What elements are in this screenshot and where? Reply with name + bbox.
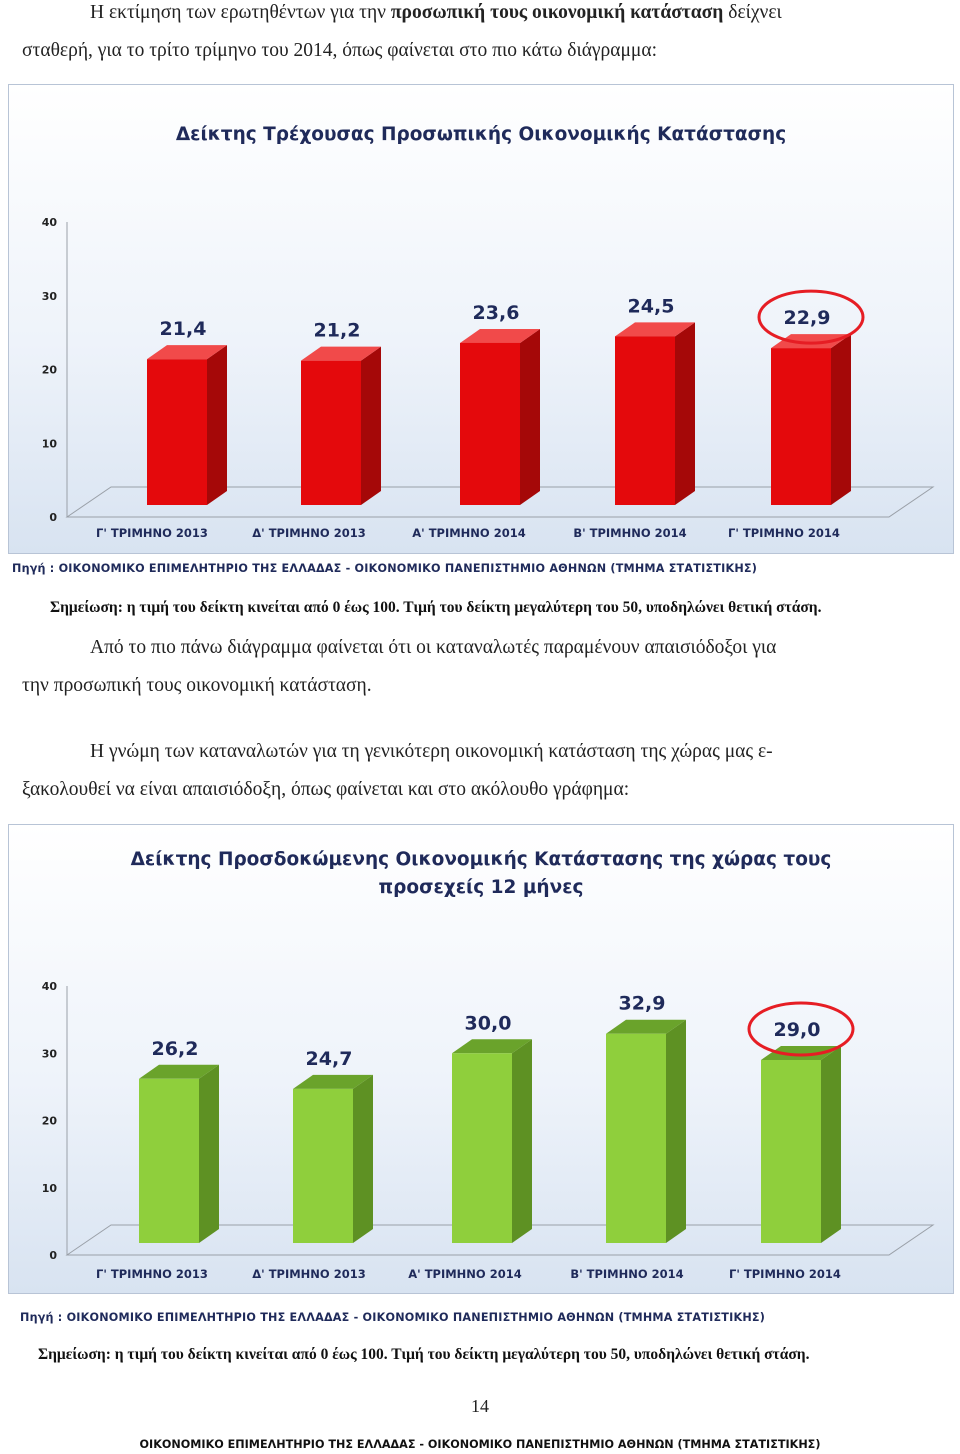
chart-2-note: Σημείωση: η τιμή του δείκτη κινείται από… (38, 1346, 810, 1363)
data-label: 21,2 (314, 320, 361, 342)
chart-subtitle: προσεχείς 12 μήνες (379, 877, 584, 898)
x-tick-label: Γ' ΤΡΙΜΗΝΟ 2013 (96, 1267, 208, 1281)
x-tick-label: Γ' ΤΡΙΜΗΝΟ 2014 (729, 1267, 841, 1281)
bar (293, 1088, 353, 1243)
bar-side (821, 1045, 841, 1243)
y-tick-label: 10 (42, 437, 58, 450)
bar (761, 1059, 821, 1243)
data-label: 24,7 (306, 1048, 353, 1070)
bar-top (761, 1045, 841, 1060)
y-tick-label: 30 (42, 1047, 58, 1060)
chart-2-source: Πηγή : ΟΙΚΟΝΟΜΙΚΟ ΕΠΙΜΕΛΗΤΗΡΙΟ ΤΗΣ ΕΛΛΑΔ… (20, 1311, 766, 1324)
bar (460, 342, 520, 505)
chart-floor (65, 486, 935, 518)
highlight-circle (757, 289, 865, 345)
highlight-circle (747, 1001, 855, 1057)
x-tick-label: Β' ΤΡΙΜΗΝΟ 2014 (570, 1267, 683, 1281)
paragraph-3-line-2: ξακολουθεί να είναι απαισιόδοξη, όπως φα… (22, 779, 630, 800)
bar (139, 1078, 199, 1243)
bar-top (301, 346, 381, 361)
bar-side (207, 345, 227, 505)
bar-side (520, 328, 540, 505)
bar-top (615, 322, 695, 337)
x-tick-label: Γ' ΤΡΙΜΗΝΟ 2014 (728, 526, 840, 540)
intro-bold: προσωπική τους οικονομική κατάσταση (390, 2, 724, 23)
page-number: 14 (471, 1396, 489, 1416)
intro-lead: Η εκτίμηση των ερωτηθέντων για την (90, 2, 391, 23)
paragraph-2-line-1: Από το πιο πάνω διάγραμμα φαίνεται ότι ο… (90, 637, 777, 658)
bar-side (675, 322, 695, 505)
bar (771, 348, 831, 505)
y-tick-label: 10 (42, 1182, 58, 1195)
chart-title: Δείκτης Τρέχουσας Προσωπικής Οικονομικής… (176, 124, 786, 145)
chart-1-source: Πηγή : ΟΙΚΟΝΟΜΙΚΟ ΕΠΙΜΕΛΗΤΗΡΙΟ ΤΗΣ ΕΛΛΑΔ… (12, 562, 758, 575)
chart-1: Δείκτης Τρέχουσας Προσωπικής Οικονομικής… (42, 124, 935, 540)
bar-top (771, 334, 851, 349)
intro-paragraph: Η εκτίμηση των ερωτηθέντων για την προσω… (22, 0, 942, 70)
paragraph-3: Η γνώμη των καταναλωτών για τη γενικότερ… (22, 733, 942, 809)
bar-side (361, 346, 381, 505)
chart-2: Δείκτης Προσδοκώμενης Οικονομικής Κατάστ… (42, 849, 935, 1281)
bar-side (199, 1064, 219, 1243)
x-tick-label: Δ' ΤΡΙΜΗΝΟ 2013 (252, 1267, 365, 1281)
data-label: 22,9 (784, 307, 831, 329)
data-label: 23,6 (473, 302, 520, 324)
bar (301, 360, 361, 505)
bar-top (460, 328, 540, 343)
x-tick-label: Β' ΤΡΙΜΗΝΟ 2014 (573, 526, 686, 540)
bar-top (147, 345, 227, 360)
y-tick-label: 40 (42, 980, 58, 993)
bar (147, 359, 207, 505)
chart-1-frame: Δείκτης Τρέχουσας Προσωπικής Οικονομικής… (8, 84, 954, 554)
x-tick-label: Α' ΤΡΙΜΗΝΟ 2014 (412, 526, 525, 540)
chart-floor (65, 1224, 935, 1256)
x-tick-label: Γ' ΤΡΙΜΗΝΟ 2013 (96, 526, 208, 540)
chart-1-note: Σημείωση: η τιμή του δείκτη κινείται από… (50, 599, 822, 616)
paragraph-3-line-1: Η γνώμη των καταναλωτών για τη γενικότερ… (90, 741, 773, 762)
data-label: 29,0 (774, 1019, 821, 1041)
data-label: 30,0 (465, 1012, 512, 1034)
bar-top (606, 1019, 686, 1034)
paragraph-2: Από το πιο πάνω διάγραμμα φαίνεται ότι ο… (22, 629, 942, 705)
bar (452, 1053, 512, 1243)
y-tick-label: 20 (42, 364, 58, 377)
data-label: 32,9 (619, 993, 666, 1015)
x-tick-label: Α' ΤΡΙΜΗΝΟ 2014 (408, 1267, 521, 1281)
bar-side (512, 1039, 532, 1243)
y-tick-label: 0 (49, 511, 57, 524)
bar-side (666, 1019, 686, 1243)
page-footer: ΟΙΚΟΝΟΜΙΚΟ ΕΠΙΜΕΛΗΤΗΡΙΟ ΤΗΣ ΕΛΛΑΔΑΣ - ΟΙ… (139, 1438, 821, 1451)
intro-tail: δείχνει (723, 2, 782, 23)
chart-title: Δείκτης Προσδοκώμενης Οικονομικής Κατάστ… (131, 849, 832, 870)
bar (606, 1033, 666, 1243)
x-tick-label: Δ' ΤΡΙΜΗΝΟ 2013 (252, 526, 365, 540)
chart-2-frame: Δείκτης Προσδοκώμενης Οικονομικής Κατάστ… (8, 824, 954, 1294)
bar-top (452, 1039, 532, 1054)
bar (615, 336, 675, 505)
data-label: 24,5 (628, 295, 675, 317)
y-tick-label: 0 (49, 1249, 57, 1262)
bar-top (293, 1074, 373, 1089)
intro-line-2: σταθερή, για το τρίτο τρίμηνο του 2014, … (22, 40, 658, 61)
y-tick-label: 30 (42, 290, 58, 303)
bar-side (831, 334, 851, 505)
bar-side (353, 1074, 373, 1243)
data-label: 26,2 (152, 1038, 199, 1060)
bar-top (139, 1064, 219, 1079)
y-tick-label: 40 (42, 216, 58, 229)
y-tick-label: 20 (42, 1115, 58, 1128)
data-label: 21,4 (160, 318, 207, 340)
paragraph-2-line-2: την προσωπική τους οικονομική κατάσταση. (22, 675, 372, 696)
